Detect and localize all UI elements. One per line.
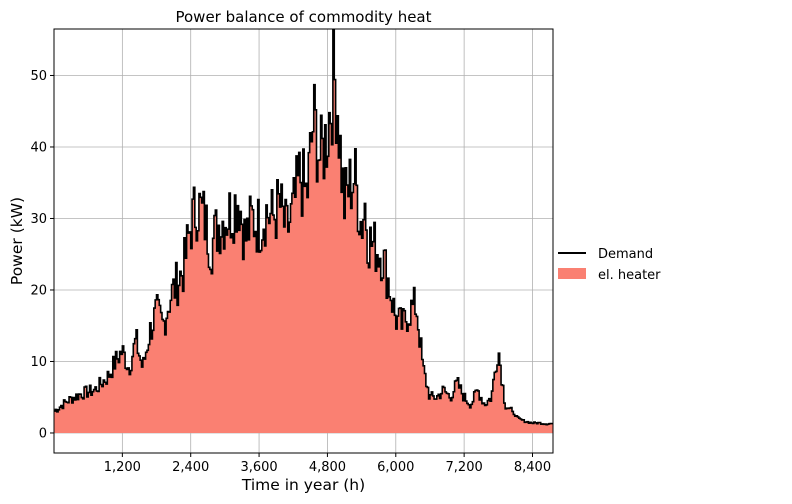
y-axis-label: Power (kW) bbox=[8, 197, 26, 285]
legend: Demand el. heater bbox=[558, 247, 661, 283]
y-tick-label: 30 bbox=[30, 212, 47, 227]
y-tick-label: 20 bbox=[30, 283, 47, 298]
el-heater-area-layer bbox=[54, 29, 553, 433]
x-tick-label: 7,200 bbox=[446, 460, 483, 475]
x-tick-label: 1,200 bbox=[104, 460, 141, 475]
x-axis-ticks: 1,200 2,400 3,600 4,800 6,000 7,200 8,400 bbox=[104, 453, 551, 475]
y-tick-label: 40 bbox=[30, 140, 47, 155]
x-tick-label: 2,400 bbox=[172, 460, 209, 475]
grid-lines bbox=[54, 29, 553, 453]
demand-line-layer bbox=[54, 28, 553, 426]
x-tick-label: 3,600 bbox=[240, 460, 277, 475]
y-tick-label: 0 bbox=[39, 426, 47, 441]
x-tick-label: 4,800 bbox=[309, 460, 346, 475]
legend-el-heater-label: el. heater bbox=[598, 268, 661, 283]
y-tick-label: 10 bbox=[30, 355, 47, 370]
legend-el-heater-swatch bbox=[558, 268, 586, 279]
chart-title: Power balance of commodity heat bbox=[175, 8, 431, 26]
demand-line bbox=[54, 28, 553, 426]
y-tick-label: 50 bbox=[30, 69, 47, 84]
plot-frame bbox=[53, 28, 554, 454]
el-heater-area bbox=[54, 29, 553, 433]
y-axis-ticks: 0 10 20 30 40 50 bbox=[30, 69, 54, 441]
x-tick-label: 6,000 bbox=[377, 460, 414, 475]
x-tick-label: 8,400 bbox=[514, 460, 551, 475]
x-axis-label: Time in year (h) bbox=[241, 476, 365, 494]
legend-demand-label: Demand bbox=[598, 247, 653, 262]
